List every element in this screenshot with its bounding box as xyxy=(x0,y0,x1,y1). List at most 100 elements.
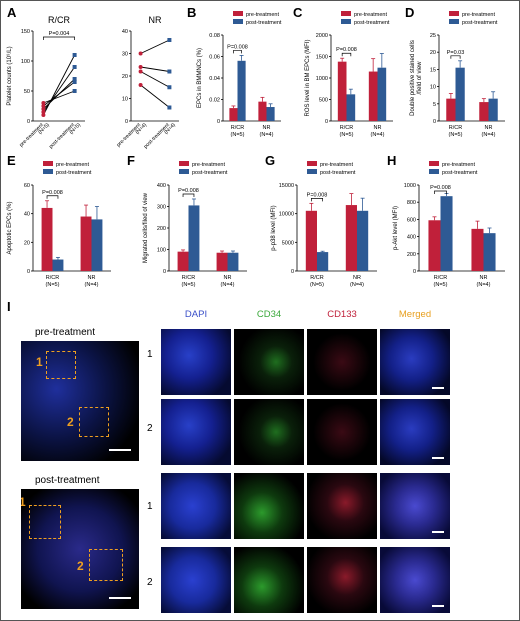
chart-title: R/CR xyxy=(48,15,70,25)
roi-label-post-2: 2 xyxy=(77,559,84,573)
bar-post xyxy=(317,252,329,271)
significance-bracket xyxy=(434,190,447,194)
significance-bracket xyxy=(311,197,323,202)
point-post xyxy=(167,85,172,90)
y-tick-label: 0 xyxy=(433,119,436,125)
bar-post xyxy=(483,233,496,271)
y-tick-label: 0.04 xyxy=(209,76,220,82)
legend-label-post: post-treatment xyxy=(320,170,356,176)
x-tick-label: NR xyxy=(353,275,361,281)
pre-treatment-title: pre-treatment xyxy=(35,327,96,338)
micro-tile-r2-dapi xyxy=(161,399,231,465)
legend-swatch-pre xyxy=(233,11,243,16)
y-tick-label: 1000 xyxy=(316,76,328,82)
p-value-label: P=0.008 xyxy=(178,188,199,194)
p-value-label: P=0.03 xyxy=(447,50,465,56)
y-tick-label: 5000 xyxy=(282,240,294,246)
p-value-label: P=0.008 xyxy=(336,47,357,53)
roi-label-pre-1: 1 xyxy=(36,355,43,369)
panel-letter-d: D xyxy=(405,5,415,20)
x-tick-label: R/CR xyxy=(182,275,195,281)
series-line xyxy=(140,66,170,72)
bar-post xyxy=(237,60,246,121)
y-tick-label: 25 xyxy=(430,33,436,39)
x-tick-label: R/CR xyxy=(449,125,462,131)
point-post xyxy=(167,38,172,42)
bar-pre xyxy=(337,61,347,121)
micro-tile-r3-dapi xyxy=(161,473,231,539)
legend-label-pre: pre-treatment xyxy=(246,12,279,18)
scale-bar xyxy=(432,531,444,533)
bar-post xyxy=(455,67,465,121)
y-tick-label: 100 xyxy=(157,248,166,254)
panel-letter-g: G xyxy=(265,153,276,168)
p-value-label: P=0.004 xyxy=(49,31,70,37)
legend-swatch-post xyxy=(233,19,243,24)
point-post xyxy=(72,77,77,81)
series-line xyxy=(140,39,170,54)
legend-swatch-pre xyxy=(449,11,459,16)
panel-letter-e: E xyxy=(7,153,16,168)
y-tick-label: 0 xyxy=(27,269,30,275)
row-label-pre-2: 2 xyxy=(147,423,153,434)
y-tick-label: 2000 xyxy=(316,33,328,39)
panel-letter-i: I xyxy=(7,299,11,314)
legend-swatch-pre xyxy=(307,161,317,166)
overview-image-pre: 1 2 xyxy=(21,341,139,461)
legend-label-pre: pre-treatment xyxy=(192,162,225,168)
x-tick-label: (N=5) xyxy=(434,282,448,288)
y-tick-label: 1500 xyxy=(316,55,328,61)
y-tick-label: 0.02 xyxy=(209,98,220,104)
panel-letter-f: F xyxy=(127,153,135,168)
roi-box-post-1 xyxy=(29,505,61,539)
y-axis-label: EPCs in BMMNCs (%) xyxy=(197,48,203,108)
chart-a1: 0 50 100 150 Platelet counts (10⁹/L) P=0.004 R… xyxy=(6,15,85,150)
chart-d: 0 5 10 15 20 25 Double positive stained cells /… xyxy=(410,11,505,138)
significance-bracket xyxy=(43,36,75,40)
y-tick-label: 0 xyxy=(413,269,416,275)
micro-tile-r3-merged xyxy=(380,473,450,539)
chart-f: 0 100 200 300 400 Migrated cells/filed of vie… xyxy=(143,161,247,288)
legend-swatch-pre xyxy=(341,11,351,16)
legend-label-pre: pre-treatment xyxy=(354,12,387,18)
legend-label-pre: pre-treatment xyxy=(462,12,495,18)
bar-post xyxy=(357,210,369,271)
micro-tile-r1-cd34 xyxy=(234,329,304,395)
x-tick-label: R/CR xyxy=(310,275,323,281)
point-pre xyxy=(138,51,143,56)
x-tick-label: (N=5) xyxy=(182,282,196,288)
channel-header-dapi: DAPI xyxy=(184,309,208,320)
point-pre xyxy=(41,101,46,105)
channel-header-cd34: CD34 xyxy=(256,309,282,320)
micro-tile-r2-cd133 xyxy=(307,399,377,465)
x-tick-label: (N=4) xyxy=(371,132,385,138)
panel-letter-a: A xyxy=(7,5,17,20)
channel-header-merged: Merged xyxy=(398,309,432,320)
micro-tile-r4-cd133 xyxy=(307,547,377,613)
y-axis-label: ROS level in BM EPCs (MFI) xyxy=(305,39,311,116)
legend-label-pre: pre-treatment xyxy=(320,162,353,168)
point-post xyxy=(72,65,77,69)
x-tick-label: NR xyxy=(88,275,96,281)
p-value-label: P=0.008 xyxy=(42,190,63,196)
x-tick-label: (N=5) xyxy=(449,132,463,138)
x-tick-label: NR xyxy=(263,125,271,131)
x-tick-label: (N=5) xyxy=(340,132,354,138)
point-pre xyxy=(41,110,46,114)
y-tick-label: 20 xyxy=(24,240,30,246)
y-tick-label: 20 xyxy=(122,74,128,80)
legend-swatch-post xyxy=(179,169,189,174)
y-axis-label: Migrated cells/filed of view xyxy=(143,192,149,263)
legend-label-pre: pre-treatment xyxy=(56,162,89,168)
legend-swatch-post xyxy=(43,169,53,174)
legend-swatch-post xyxy=(429,169,439,174)
bar-pre xyxy=(428,220,441,271)
y-axis-label: p-p38 level (MFI) xyxy=(271,205,277,250)
y-tick-label: 15000 xyxy=(279,183,294,189)
point-post xyxy=(72,53,77,57)
point-post xyxy=(72,89,77,93)
y-axis-label: Platelet counts (10⁹/L) xyxy=(6,46,13,105)
chart-title: NR xyxy=(149,15,162,25)
y-axis-label: Double positive stained cells xyxy=(410,40,416,116)
y-tick-label: 40 xyxy=(122,29,128,35)
